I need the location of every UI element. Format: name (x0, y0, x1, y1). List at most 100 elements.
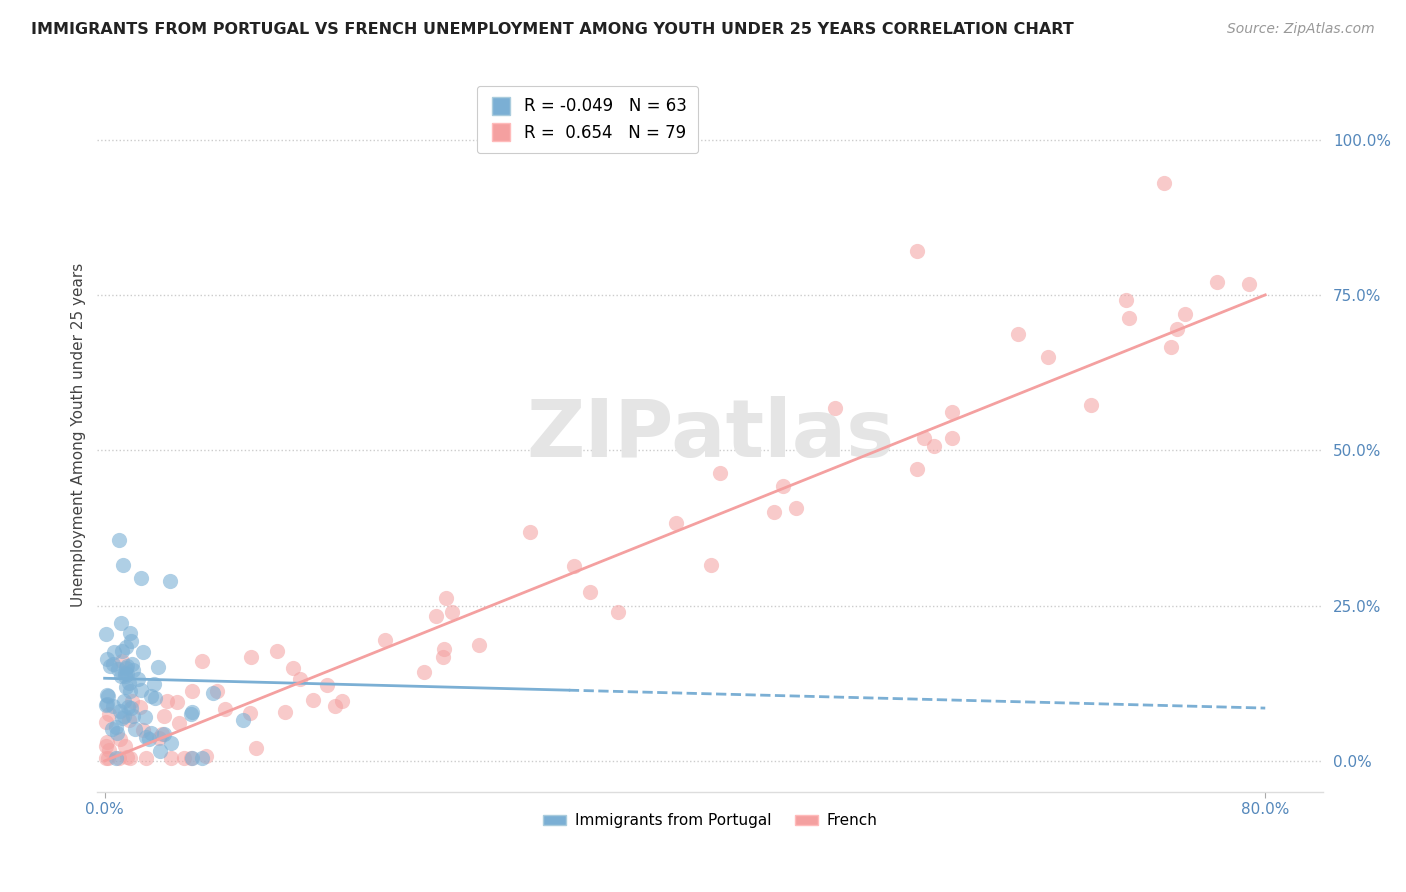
Point (519, 525, 541, 540)
Point (180, 751, 202, 765)
Point (302, 692, 325, 706)
Point (98, 658, 121, 673)
Point (129, 683, 152, 698)
Point (110, 669, 132, 683)
Point (159, 751, 181, 765)
Point (94, 715, 117, 730)
Point (135, 730, 157, 744)
Point (245, 741, 267, 756)
Point (101, 722, 124, 736)
Point (266, 643, 288, 657)
Point (114, 640, 136, 655)
Point (97, 743, 120, 757)
Point (441, 605, 464, 619)
Point (114, 669, 136, 683)
Point (121, 634, 143, 648)
Point (124, 722, 146, 736)
Point (148, 731, 170, 745)
Point (110, 616, 132, 631)
Point (101, 699, 124, 714)
Point (97, 689, 120, 703)
Point (103, 645, 125, 659)
Point (114, 665, 136, 680)
Point (143, 690, 166, 705)
Point (117, 667, 139, 681)
Text: ZIPatlas: ZIPatlas (526, 396, 894, 474)
Point (142, 677, 165, 691)
Point (118, 684, 141, 698)
Point (108, 751, 131, 765)
Point (110, 732, 132, 747)
Point (1206, 275, 1229, 289)
Point (434, 591, 457, 605)
Point (115, 661, 138, 675)
Point (412, 665, 434, 680)
Point (1160, 340, 1182, 354)
Point (1118, 310, 1140, 325)
Point (772, 479, 794, 493)
Point (202, 686, 225, 700)
Point (785, 501, 807, 516)
Point (121, 657, 143, 672)
Point (150, 727, 173, 741)
Point (700, 558, 723, 572)
Point (579, 584, 602, 599)
Point (1153, 176, 1175, 190)
Point (138, 732, 160, 747)
Point (135, 751, 157, 765)
Point (96, 652, 118, 666)
Point (146, 659, 169, 673)
Point (180, 705, 202, 719)
Point (94, 751, 117, 765)
Point (905, 244, 928, 259)
Point (121, 709, 143, 723)
Point (173, 751, 195, 765)
Point (433, 642, 456, 657)
Point (118, 676, 141, 690)
Point (132, 645, 155, 659)
Point (922, 439, 945, 453)
Point (110, 644, 132, 658)
Point (941, 431, 963, 445)
Point (105, 751, 128, 765)
Point (1007, 326, 1029, 341)
Point (128, 700, 150, 714)
Point (148, 744, 170, 758)
Point (194, 749, 217, 764)
Point (290, 672, 312, 686)
Point (239, 706, 262, 720)
Point (111, 711, 134, 725)
Point (607, 605, 630, 619)
Point (273, 705, 295, 719)
Point (96, 697, 118, 711)
Y-axis label: Unemployment Among Youth under 25 years: Unemployment Among Youth under 25 years (72, 262, 86, 607)
Point (180, 707, 202, 722)
Point (122, 663, 145, 677)
Point (120, 701, 142, 715)
Point (114, 739, 136, 753)
Point (166, 695, 188, 709)
Point (214, 701, 236, 715)
Point (240, 650, 263, 665)
Point (316, 677, 339, 691)
Point (108, 533, 131, 548)
Point (155, 694, 177, 708)
Point (467, 638, 489, 652)
Point (112, 708, 135, 723)
Point (129, 571, 152, 585)
Point (159, 736, 181, 750)
Point (121, 694, 143, 708)
Point (115, 658, 138, 673)
Point (167, 716, 190, 731)
Point (112, 558, 135, 573)
Point (1115, 293, 1137, 308)
Point (762, 505, 785, 519)
Point (115, 750, 138, 764)
Point (905, 462, 928, 476)
Point (127, 672, 149, 686)
Point (180, 684, 202, 698)
Point (283, 661, 305, 675)
Point (207, 684, 229, 698)
Point (94, 698, 117, 712)
Point (141, 690, 163, 704)
